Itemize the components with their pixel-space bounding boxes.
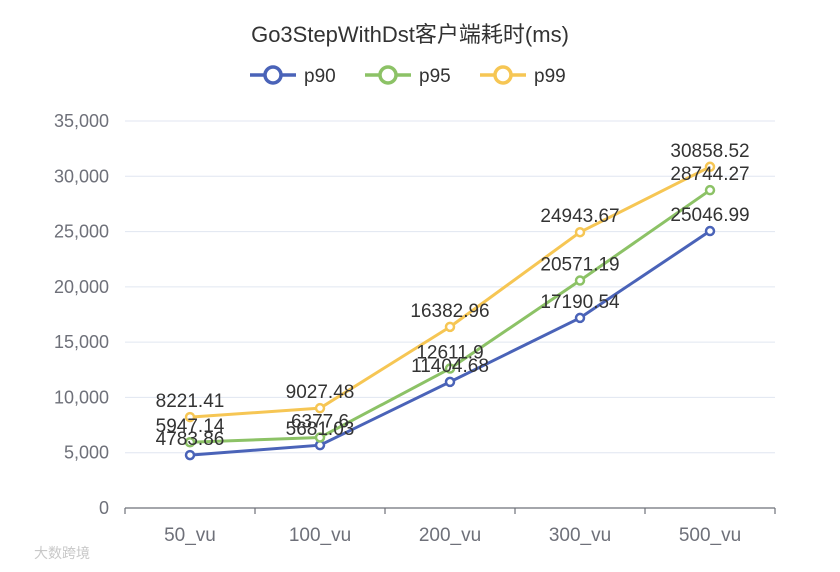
data-point-p99[interactable] <box>444 321 456 333</box>
legend-label: p99 <box>534 66 566 87</box>
data-point-p95[interactable] <box>314 432 326 443</box>
x-tick-label: 100_vu <box>289 525 351 546</box>
y-tick-label: 35,000 <box>54 111 109 131</box>
axes: 0 5,000 10,000 15,000 20,000 25,000 30,000 35,0… <box>54 111 776 546</box>
y-tick-label: 15,000 <box>54 332 109 352</box>
data-label-p90: 11404.68 <box>411 356 489 377</box>
series-p90 <box>184 225 716 461</box>
data-label-p95: 5947.14 <box>156 416 225 437</box>
x-tick-label: 300_vu <box>549 525 611 546</box>
chart-title: Go3StepWithDst客户端耗时(ms) <box>251 22 569 47</box>
legend[interactable]: p90 p95 p99 <box>250 65 566 87</box>
data-label-p95: 6377.6 <box>291 411 349 432</box>
data-point-p99[interactable] <box>314 402 326 414</box>
legend-label: p90 <box>304 66 336 87</box>
data-point-p90[interactable] <box>444 376 456 388</box>
data-label-p99: 8221.41 <box>156 391 225 412</box>
data-label-p90: 4783.86 <box>156 429 225 450</box>
data-point-p95[interactable] <box>184 436 196 448</box>
legend-label: p95 <box>419 66 451 87</box>
data-label-p99: 30858.52 <box>670 141 749 162</box>
y-tick-label: 30,000 <box>54 166 109 186</box>
data-point-p90[interactable] <box>574 312 586 324</box>
data-label-p99: 16382.96 <box>410 301 489 322</box>
data-label-p95: 12611.9 <box>416 343 483 364</box>
y-tick-label: 0 <box>99 498 109 518</box>
data-label-p90: 25046.99 <box>670 205 749 226</box>
data-point-p95[interactable] <box>704 184 716 196</box>
legend-item-p95[interactable]: p95 <box>365 65 451 87</box>
data-label-p95: 28744.27 <box>670 164 749 185</box>
series-p95 <box>184 184 716 448</box>
x-tick-label: 50_vu <box>164 525 216 546</box>
data-point-p99[interactable] <box>704 161 716 173</box>
legend-marker <box>378 65 398 85</box>
watermark-text: 大数跨境 <box>34 545 90 561</box>
data-label-p99: 24943.67 <box>540 206 619 227</box>
legend-marker <box>263 65 283 85</box>
data-point-p95[interactable] <box>574 275 586 286</box>
y-tick-label: 10,000 <box>54 387 109 407</box>
x-tick-label: 500_vu <box>679 525 741 546</box>
y-tick-label: 5,000 <box>64 443 109 463</box>
data-label-p95: 20571.19 <box>540 255 619 276</box>
data-point-p90[interactable] <box>184 449 196 461</box>
data-point-p90[interactable] <box>704 225 716 237</box>
x-tick-label: 200_vu <box>419 525 481 546</box>
data-labels: 4783.86 5681.03 11404.68 17190.54 25046.99 59… <box>156 141 750 450</box>
data-label-p99: 9027.48 <box>286 382 355 403</box>
y-tick-label: 20,000 <box>54 277 109 297</box>
data-label-p90: 17190.54 <box>540 292 620 313</box>
data-point-p99[interactable] <box>184 411 196 423</box>
data-point-p99[interactable] <box>574 226 586 238</box>
legend-item-p90[interactable]: p90 <box>250 65 336 87</box>
data-label-p90: 5681.03 <box>286 419 355 440</box>
series-layer <box>184 161 716 461</box>
legend-item-p99[interactable]: p99 <box>480 65 566 87</box>
legend-marker <box>493 65 513 85</box>
y-tick-label: 25,000 <box>54 222 109 242</box>
data-point-p95[interactable] <box>444 363 456 374</box>
series-p99 <box>184 161 716 423</box>
